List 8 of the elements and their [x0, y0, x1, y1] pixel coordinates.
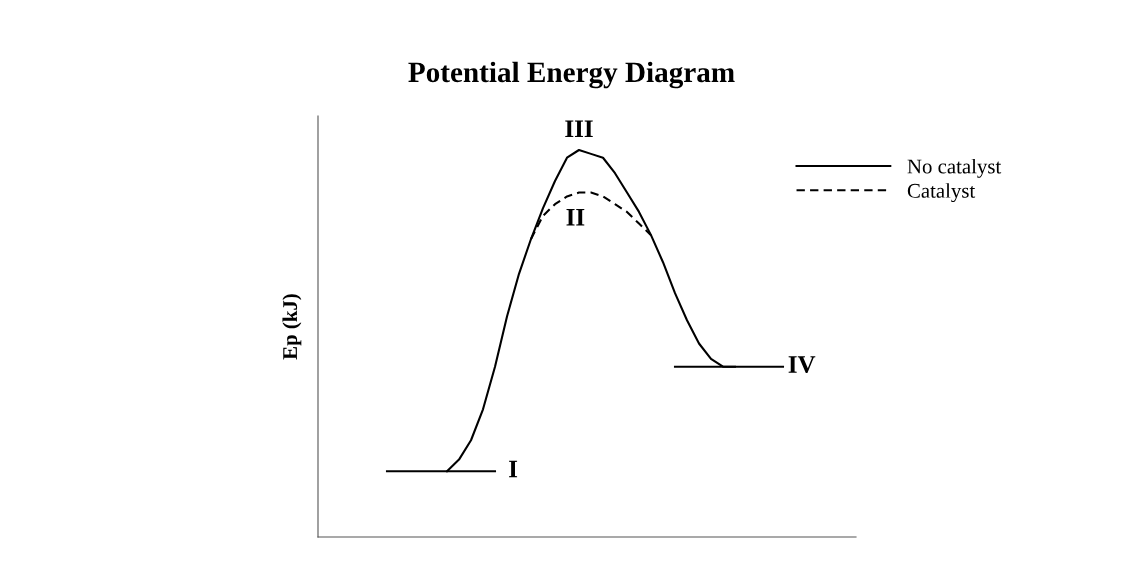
annotation: IV	[788, 356, 816, 374]
legend-label: Catalyst	[907, 183, 976, 203]
legend-label: No catalyst	[907, 158, 1002, 178]
y-axis-title: Ep (kJ)	[282, 294, 302, 360]
annotation: II	[566, 209, 585, 226]
text: III	[565, 120, 593, 137]
annotation: I	[509, 460, 518, 478]
chart-title: Potential Energy Diagram	[408, 61, 735, 89]
